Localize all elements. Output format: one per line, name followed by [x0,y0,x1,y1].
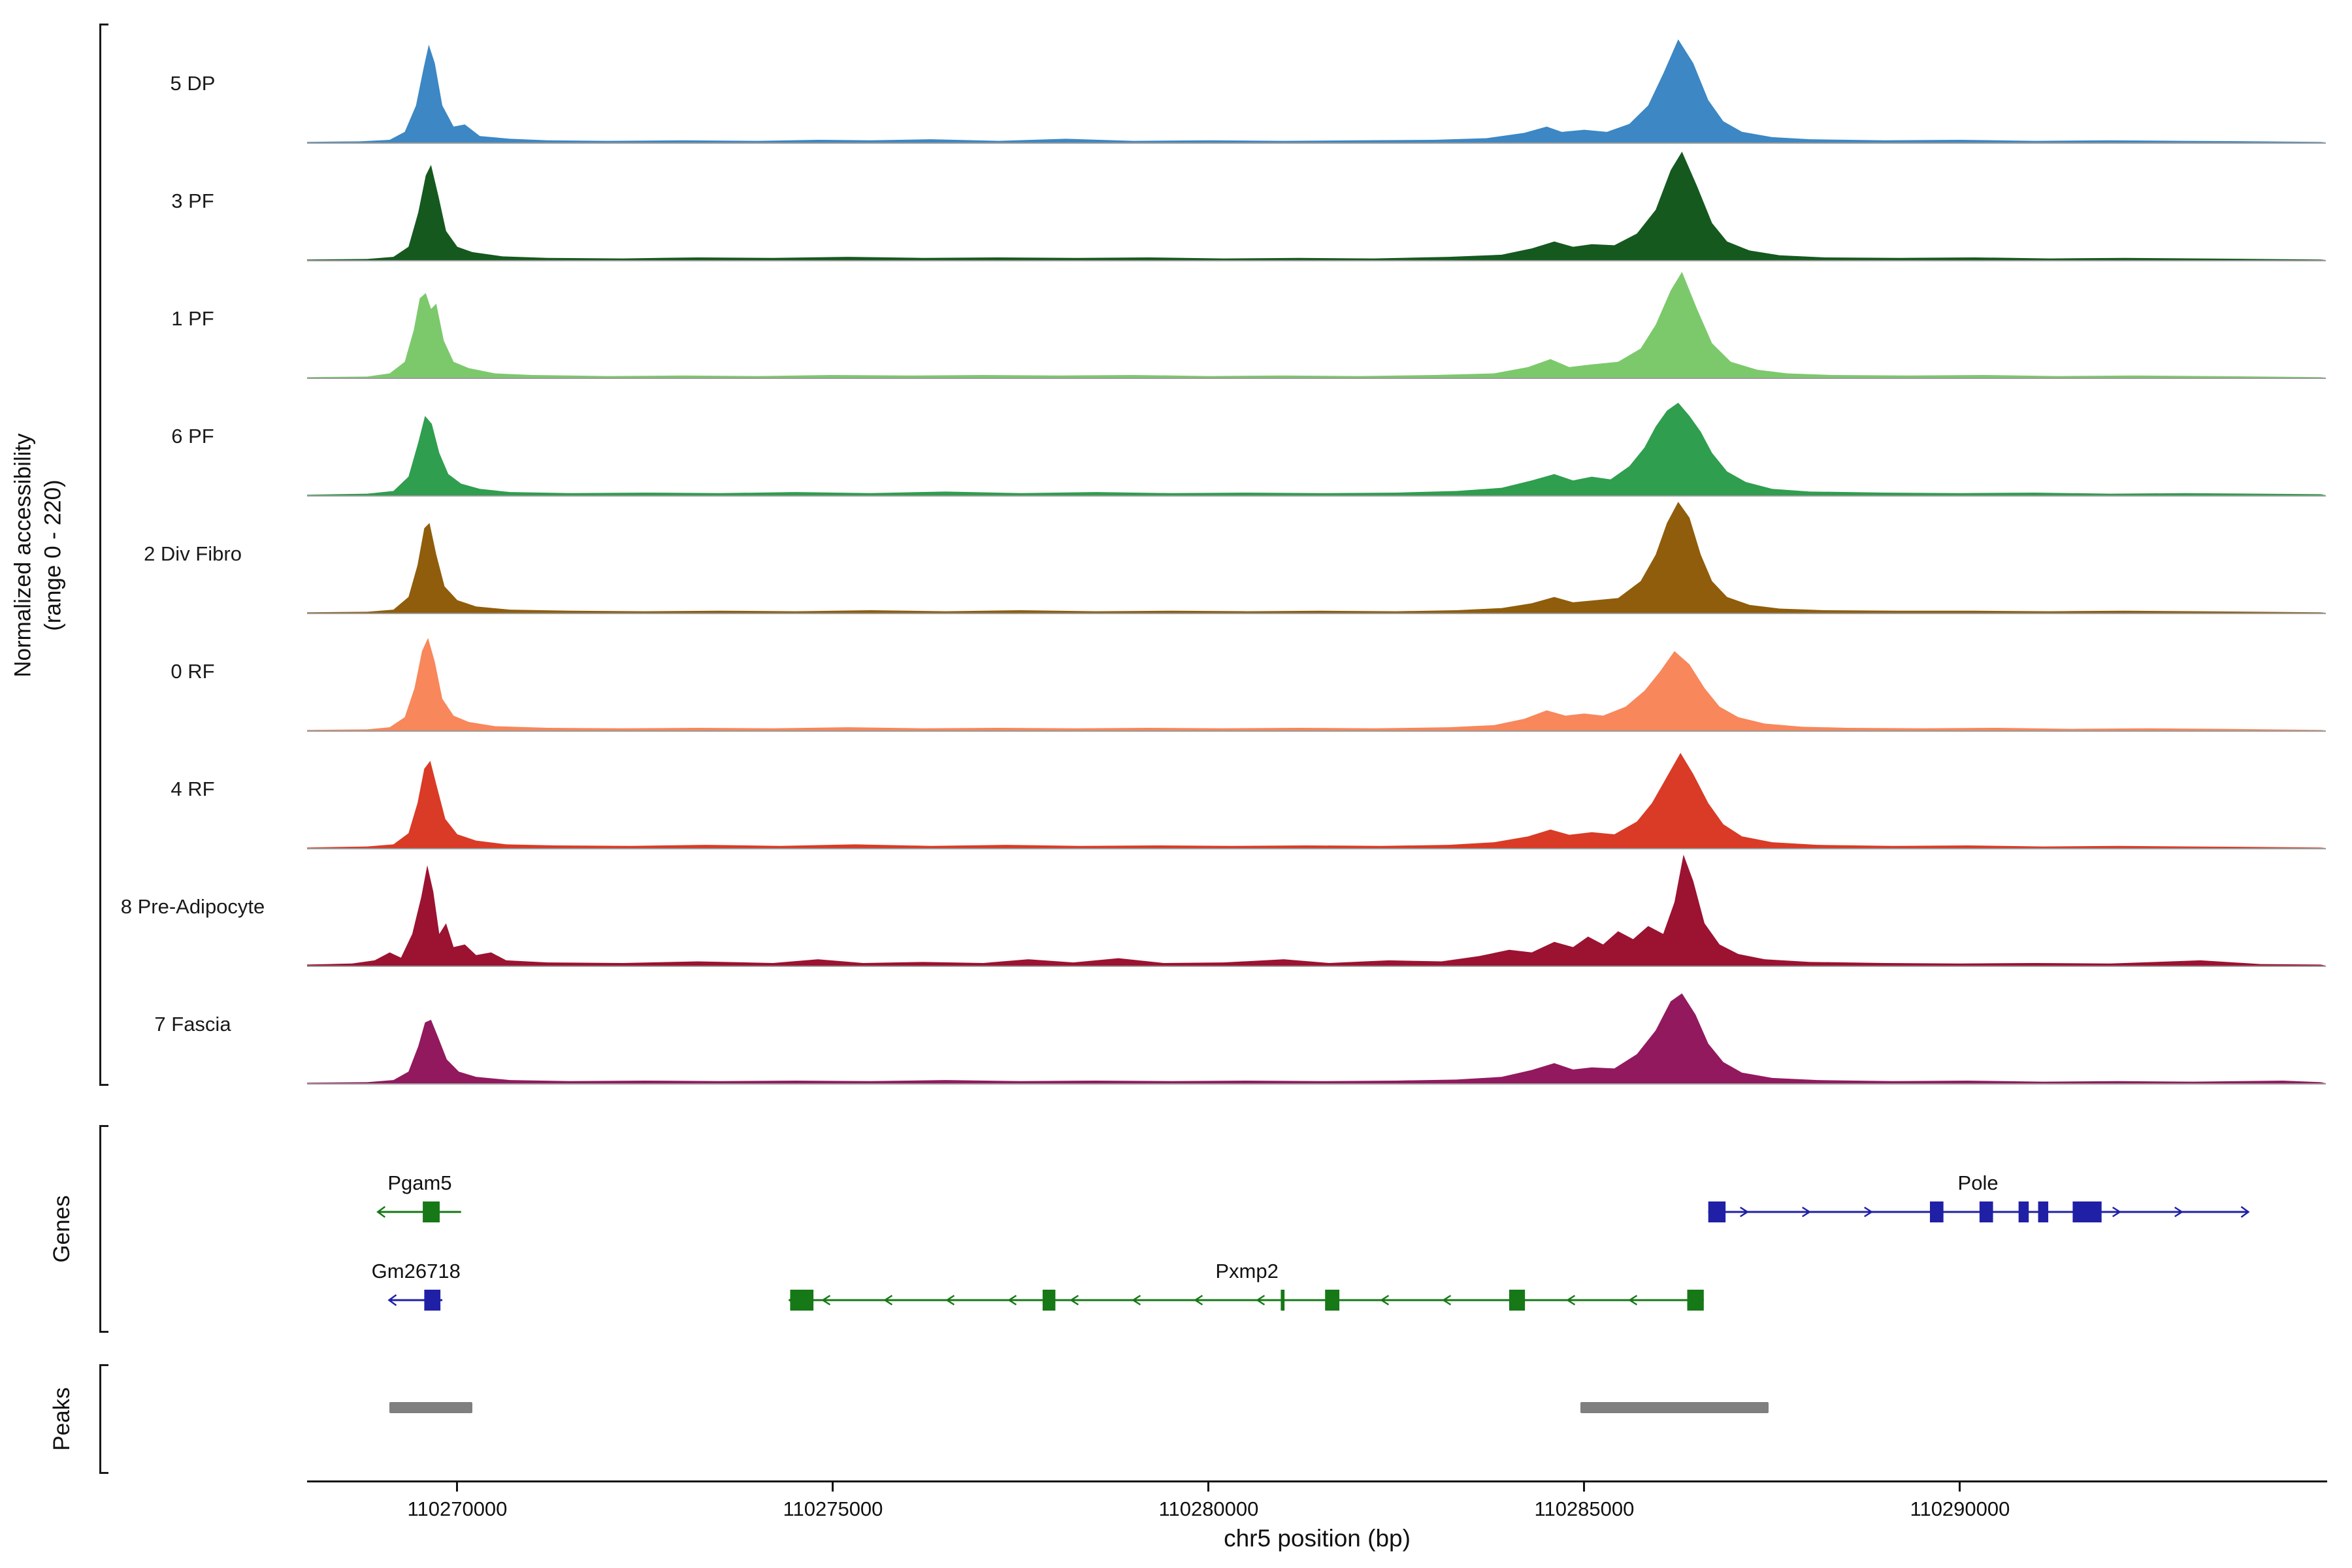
strand-chevron-icon [2112,1206,2122,1218]
gene-exon [1687,1290,1704,1311]
x-axis-tick [1207,1482,1210,1492]
gene-pxmp2 [788,1290,1704,1311]
gene-pole [1708,1201,2250,1222]
track-label: 0 RF [171,660,215,683]
genes-area [376,1201,2250,1311]
track-label: 6 PF [171,425,214,448]
gene-exon [1929,1201,1944,1222]
strand-chevron-icon [1256,1294,1266,1306]
track-label: 3 PF [171,189,214,212]
tracks-area: 5 DP 3 PF 1 PF 6 PF 2 Div Fibro 0 RF 4 RF 8 Pre… [120,39,2326,1085]
strand-chevron-icon [1802,1206,1812,1218]
gene-exon [1979,1201,1993,1222]
x-axis-tick [456,1482,459,1492]
x-axis-line [307,1480,2327,1482]
strand-chevron-icon [1007,1294,1017,1306]
x-axis-title: chr5 position (bp) [1224,1525,1411,1552]
x-axis-tick-label: 110290000 [1910,1497,2010,1520]
x-axis-tick-label: 110280000 [1158,1497,1259,1520]
gene-exon [423,1201,440,1222]
track-baseline [307,848,2326,849]
track-baseline [307,260,2326,261]
track-label: 1 PF [171,307,214,330]
strand-chevron-icon [2174,1206,2184,1218]
gene-pgam5 [376,1201,461,1222]
peaks-axis-bracket [99,1364,109,1474]
strand-chevron-icon [1442,1294,1452,1306]
x-axis-tick [832,1482,834,1492]
gene-direction-arrow-icon [387,1294,397,1307]
track-baseline [307,966,2326,967]
track-label: 7 Fascia [154,1013,231,1036]
gene-gm26718 [387,1290,442,1311]
gene-exon [424,1290,441,1311]
strand-chevron-icon [1380,1294,1390,1306]
strand-chevron-icon [1070,1294,1079,1306]
gene-exon [1509,1290,1526,1311]
gene-exon [2072,1201,2102,1222]
track-baseline [307,378,2326,379]
strand-chevron-icon [1740,1206,1750,1218]
x-axis-tick-label: 110275000 [783,1497,883,1520]
strand-chevron-icon [1566,1294,1576,1306]
gene-exon [2018,1201,2029,1222]
gene-exon [2038,1201,2049,1222]
gene-exon [1708,1201,1726,1222]
strand-chevron-icon [1628,1294,1638,1306]
strand-chevron-icon [945,1294,955,1306]
track-baseline [307,613,2326,614]
track-label: 5 DP [170,72,216,95]
gene-exon [790,1290,814,1311]
strand-chevron-icon [1864,1206,1874,1218]
peak-bar [1580,1402,1769,1413]
track-baseline [307,1083,2326,1085]
track-label: 8 Pre-Adipocyte [120,895,265,918]
genes-axis-bracket [99,1125,109,1333]
peak-bar [389,1402,472,1413]
tracks-axis-bracket [99,24,109,1086]
gene-direction-arrow-icon [376,1205,385,1218]
gene-exon [1325,1290,1340,1311]
x-axis-tick [1959,1482,1961,1492]
track-baseline [307,495,2326,497]
track-baseline [307,142,2326,144]
x-axis-tick-label: 110270000 [407,1497,508,1520]
gene-direction-arrow-icon [2240,1205,2250,1218]
strand-chevron-icon [821,1294,831,1306]
gene-exon [1281,1290,1285,1311]
gene-exon [1042,1290,1056,1311]
x-axis-tick [1583,1482,1586,1492]
strand-chevron-icon [1132,1294,1141,1306]
strand-chevron-icon [1194,1294,1203,1306]
track-label: 2 Div Fibro [144,542,242,565]
track-label: 4 RF [171,777,215,800]
x-axis-tick-label: 110285000 [1534,1497,1635,1520]
strand-chevron-icon [883,1294,893,1306]
track-baseline [307,730,2326,732]
